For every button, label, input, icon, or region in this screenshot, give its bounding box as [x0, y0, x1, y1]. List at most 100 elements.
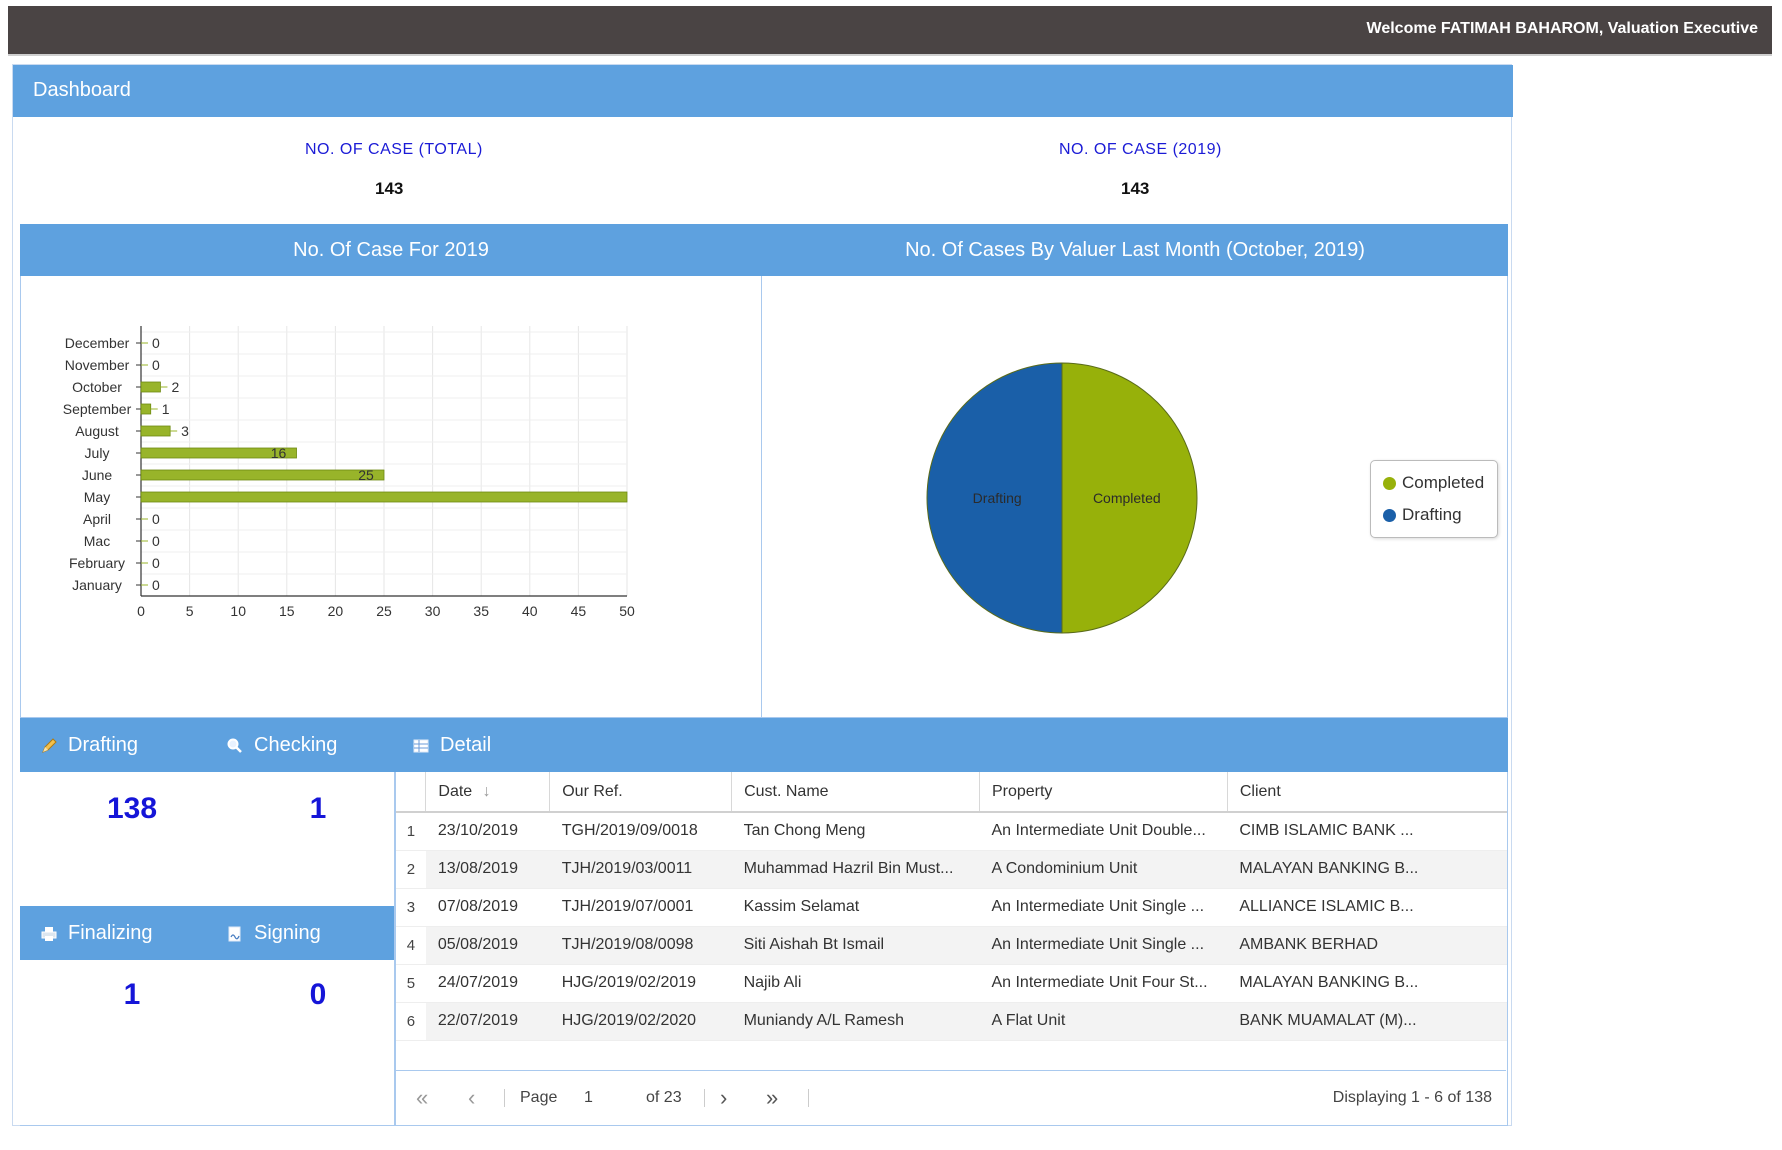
page-title: Dashboard — [33, 79, 131, 101]
pie-legend[interactable]: Completed Drafting — [1370, 460, 1498, 538]
completed-dot-icon — [1383, 476, 1396, 490]
checking-count[interactable]: 1 — [309, 792, 327, 825]
tab-detail-label: Detail — [440, 734, 492, 756]
total-case-value: 143 — [375, 179, 404, 198]
row-number: 4 — [396, 926, 426, 965]
finalizing-count[interactable]: 1 — [123, 978, 141, 1011]
x-tick-label: 15 — [279, 603, 295, 619]
pie-slice-drafting[interactable] — [926, 362, 1063, 634]
printer-icon — [41, 926, 57, 941]
table-cell: An Intermediate Unit Single ... — [979, 888, 1228, 927]
table-cell: 24/07/2019 — [425, 964, 550, 1003]
drafting-count[interactable]: 138 — [106, 792, 158, 825]
x-tick-label: 10 — [230, 603, 246, 619]
data-label: 16 — [271, 445, 287, 461]
tab-drafting[interactable]: Drafting — [40, 734, 138, 757]
pie-slice-completed[interactable] — [1061, 362, 1198, 634]
top-bar: Welcome FATIMAH BAHAROM, Valuation Execu… — [8, 6, 1772, 56]
table-cell: A Flat Unit — [979, 1002, 1228, 1041]
y-tick-label: October — [72, 379, 122, 395]
table-cell: TJH/2019/03/0011 — [549, 850, 732, 889]
pager-separator — [808, 1089, 809, 1107]
pie-chart-header: No. Of Cases By Valuer Last Month (Octob… — [762, 224, 1508, 276]
bar[interactable] — [140, 425, 171, 437]
x-tick-label: 40 — [522, 603, 538, 619]
bar-chart-header: No. Of Case For 2019 — [20, 224, 762, 276]
signing-count[interactable]: 0 — [309, 978, 327, 1011]
x-tick-label: 35 — [473, 603, 489, 619]
x-tick-label: 20 — [328, 603, 344, 619]
bar[interactable] — [140, 381, 161, 393]
table-cell: 07/08/2019 — [425, 888, 550, 927]
table-cell: BANK MUAMALAT (M)... — [1227, 1002, 1507, 1041]
y-tick-label: November — [65, 357, 130, 373]
y-tick-label: July — [85, 445, 110, 461]
column-header-date[interactable]: Date ↓ — [425, 772, 551, 813]
data-label: 25 — [358, 467, 374, 483]
table-cell: Muhammad Hazril Bin Must... — [731, 850, 980, 889]
data-label: 0 — [152, 577, 160, 593]
tab-signing[interactable]: Signing — [226, 922, 321, 945]
row-number-header — [396, 772, 427, 813]
table-row[interactable]: 6 22/07/2019 HJG/2019/02/2020 Muniandy A/L … — [396, 1002, 1507, 1041]
legend-item-completed[interactable]: Completed — [1383, 473, 1484, 493]
tab-drafting-label: Drafting — [68, 734, 139, 756]
first-page-icon[interactable]: « — [416, 1085, 429, 1110]
table-row[interactable]: 3 07/08/2019 TJH/2019/07/0001 Kassim Selama… — [396, 888, 1507, 927]
y-tick-label: June — [82, 467, 113, 483]
bar-chart-panel: 0 5 10 15 20 25 30 35 40 45 50 December 0 November 0 Oc… — [20, 276, 762, 718]
table-cell: MALAYAN BANKING B... — [1227, 850, 1507, 889]
welcome-text: Welcome FATIMAH BAHAROM, Valuation Execu… — [1366, 20, 1758, 37]
data-label: 2 — [171, 379, 179, 395]
table-cell: Muniandy A/L Ramesh — [731, 1002, 980, 1041]
year-case-label: NO. OF CASE (2019) — [1059, 141, 1222, 158]
data-label: 0 — [152, 555, 160, 571]
next-page-icon[interactable]: › — [720, 1085, 728, 1110]
x-tick-label: 25 — [376, 603, 392, 619]
tab-finalizing-label: Finalizing — [68, 922, 153, 944]
table-cell: TJH/2019/07/0001 — [549, 888, 732, 927]
pie-chart: Completed Drafting — [926, 362, 1198, 634]
table-cell: ALLIANCE ISLAMIC B... — [1227, 888, 1507, 927]
table-cell: HJG/2019/02/2020 — [549, 1002, 732, 1041]
magnifier-icon — [227, 738, 242, 753]
column-header-our-ref[interactable]: Our Ref. — [549, 772, 733, 813]
pie-slice-label: Drafting — [973, 490, 1022, 506]
table-cell: Siti Aishah Bt Ismail — [731, 926, 980, 965]
table-cell: An Intermediate Unit Single ... — [979, 926, 1228, 965]
x-tick-label: 5 — [186, 603, 194, 619]
bar[interactable] — [140, 447, 297, 459]
tab-finalizing[interactable]: Finalizing — [40, 922, 152, 945]
data-label: 0 — [152, 335, 160, 351]
table-cell: 05/08/2019 — [425, 926, 550, 965]
data-label: 0 — [152, 533, 160, 549]
table-cell: Tan Chong Meng — [731, 812, 980, 851]
column-header-client[interactable]: Client — [1227, 772, 1507, 813]
column-header-cust-name[interactable]: Cust. Name — [731, 772, 980, 813]
tab-checking[interactable]: Checking — [226, 734, 337, 757]
table-row[interactable]: 4 05/08/2019 TJH/2019/08/0098 Siti Aishah B… — [396, 926, 1507, 965]
bar[interactable] — [140, 491, 628, 503]
bar[interactable] — [140, 403, 152, 415]
y-tick-label: April — [83, 511, 111, 527]
page-total-label: of 23 — [646, 1089, 682, 1106]
pagination-bar: « ‹ Page 1 of 23 › » Displaying 1 - 6 of… — [396, 1070, 1506, 1126]
y-tick-label: February — [69, 555, 125, 571]
last-page-icon[interactable]: » — [766, 1085, 779, 1110]
table-row[interactable]: 2 13/08/2019 TJH/2019/03/0011 Muhammad Hazr… — [396, 850, 1507, 889]
y-tick-label: January — [72, 577, 122, 593]
dashboard-header: Dashboard — [13, 65, 1513, 117]
column-header-property[interactable]: Property — [979, 772, 1228, 813]
column-header-date-label: Date — [438, 782, 473, 800]
x-tick-label: 30 — [425, 603, 441, 619]
legend-item-drafting[interactable]: Drafting — [1383, 505, 1462, 525]
table-row[interactable]: 5 24/07/2019 HJG/2019/02/2019 Najib Ali An I… — [396, 964, 1507, 1003]
signature-icon — [228, 926, 241, 941]
table-row[interactable]: 1 23/10/2019 TGH/2019/09/0018 Tan Chong Men… — [396, 812, 1507, 851]
prev-page-icon[interactable]: ‹ — [468, 1085, 476, 1110]
legend-label-completed: Completed — [1402, 473, 1485, 492]
bar[interactable] — [140, 469, 385, 481]
page-number-input[interactable]: 1 — [584, 1089, 593, 1106]
tab-detail[interactable]: Detail — [412, 734, 491, 757]
